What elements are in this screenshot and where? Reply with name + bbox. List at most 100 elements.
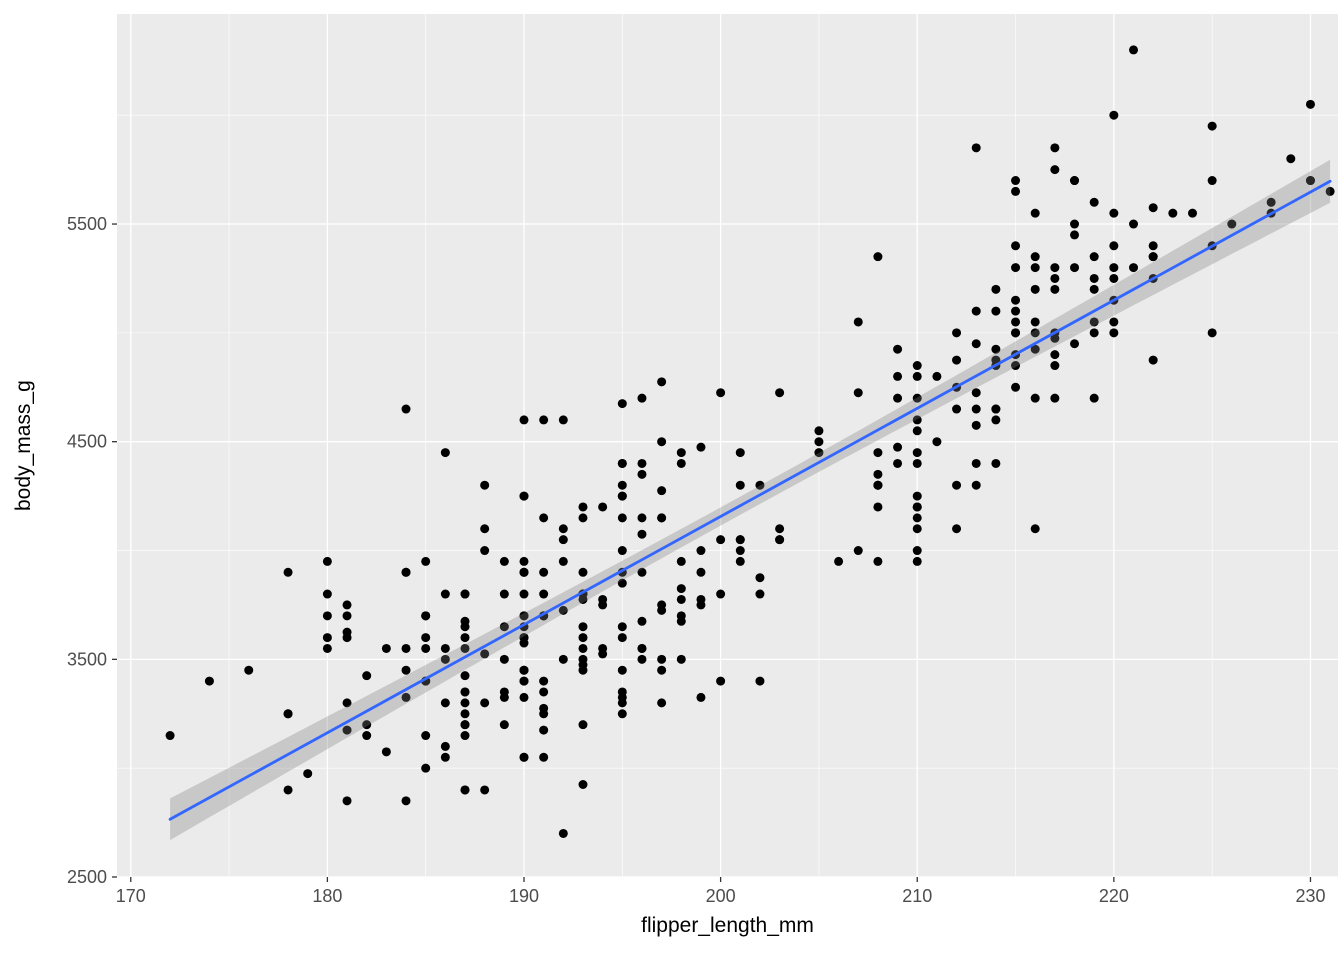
data-point xyxy=(1030,344,1040,354)
data-point xyxy=(1050,350,1060,360)
data-point xyxy=(814,426,824,436)
x-tick-label: 210 xyxy=(902,886,932,906)
y-tick-label: 5500 xyxy=(67,214,107,234)
data-point xyxy=(480,649,490,659)
data-point xyxy=(342,600,352,610)
data-point xyxy=(460,671,470,681)
data-point xyxy=(755,589,765,599)
data-point xyxy=(1011,317,1021,327)
data-point xyxy=(460,622,470,632)
major-gridlines xyxy=(117,14,1338,878)
data-point xyxy=(991,284,1001,294)
data-point xyxy=(775,388,785,398)
data-point xyxy=(440,654,450,664)
regression-line xyxy=(168,179,1332,821)
data-point xyxy=(873,556,883,566)
data-point xyxy=(971,306,981,316)
data-point xyxy=(952,524,962,534)
data-point xyxy=(853,546,863,556)
data-point xyxy=(676,616,686,626)
data-point xyxy=(460,687,470,697)
data-point xyxy=(1305,176,1315,186)
data-point xyxy=(1030,284,1040,294)
data-point xyxy=(873,252,883,262)
data-point xyxy=(401,567,411,577)
data-point xyxy=(1089,328,1099,338)
data-point xyxy=(519,589,529,599)
data-point xyxy=(716,676,726,686)
data-point xyxy=(440,643,450,653)
data-point xyxy=(578,622,588,632)
data-point xyxy=(617,458,627,468)
data-point xyxy=(1011,295,1021,305)
data-point xyxy=(1129,45,1139,55)
data-point xyxy=(814,437,824,447)
data-point xyxy=(1148,241,1158,251)
data-point xyxy=(204,676,214,686)
data-point xyxy=(657,513,667,523)
data-point xyxy=(617,633,627,643)
data-point xyxy=(362,720,372,730)
minor-gridlines xyxy=(117,14,1338,877)
data-point xyxy=(991,306,1001,316)
data-point xyxy=(421,731,431,741)
data-point xyxy=(558,556,568,566)
data-point xyxy=(676,448,686,458)
data-point xyxy=(1030,263,1040,273)
data-point xyxy=(657,654,667,664)
data-point xyxy=(912,502,922,512)
data-point xyxy=(893,344,903,354)
data-point xyxy=(893,371,903,381)
data-point xyxy=(1148,355,1158,365)
data-point xyxy=(499,589,509,599)
data-point xyxy=(932,371,942,381)
data-point xyxy=(421,633,431,643)
data-point xyxy=(539,752,549,762)
data-point xyxy=(657,437,667,447)
data-point xyxy=(617,491,627,501)
data-point xyxy=(657,600,667,610)
data-point xyxy=(421,556,431,566)
data-point xyxy=(971,420,981,430)
data-point xyxy=(1227,219,1237,229)
data-point xyxy=(1109,263,1119,273)
data-point xyxy=(1070,219,1080,229)
data-point xyxy=(303,769,313,779)
data-point xyxy=(283,709,293,719)
data-point xyxy=(853,388,863,398)
data-point xyxy=(657,665,667,675)
data-point xyxy=(1050,284,1060,294)
data-point xyxy=(1011,241,1021,251)
data-point xyxy=(932,437,942,447)
data-point xyxy=(342,725,352,735)
data-point xyxy=(1030,393,1040,403)
data-point xyxy=(283,785,293,795)
data-point xyxy=(912,415,922,425)
data-point xyxy=(1011,361,1021,371)
data-point xyxy=(558,524,568,534)
data-point xyxy=(735,556,745,566)
data-point xyxy=(952,480,962,490)
data-point xyxy=(440,589,450,599)
data-point xyxy=(716,388,726,398)
data-point xyxy=(519,692,529,702)
data-point xyxy=(1286,154,1296,164)
data-point xyxy=(873,502,883,512)
data-point xyxy=(499,556,509,566)
data-point xyxy=(1325,186,1335,196)
data-point xyxy=(519,611,529,621)
data-point xyxy=(558,654,568,664)
data-point xyxy=(460,698,470,708)
data-point xyxy=(912,361,922,371)
data-point xyxy=(1050,273,1060,283)
data-point xyxy=(421,643,431,653)
x-tick-label: 190 xyxy=(509,886,539,906)
data-point xyxy=(637,567,647,577)
data-point xyxy=(460,633,470,643)
data-point xyxy=(539,589,549,599)
data-point xyxy=(519,567,529,577)
data-point xyxy=(1030,328,1040,338)
x-axis-title: flipper_length_mm xyxy=(641,914,814,937)
data-point xyxy=(480,785,490,795)
y-tick-label: 2500 xyxy=(67,867,107,887)
